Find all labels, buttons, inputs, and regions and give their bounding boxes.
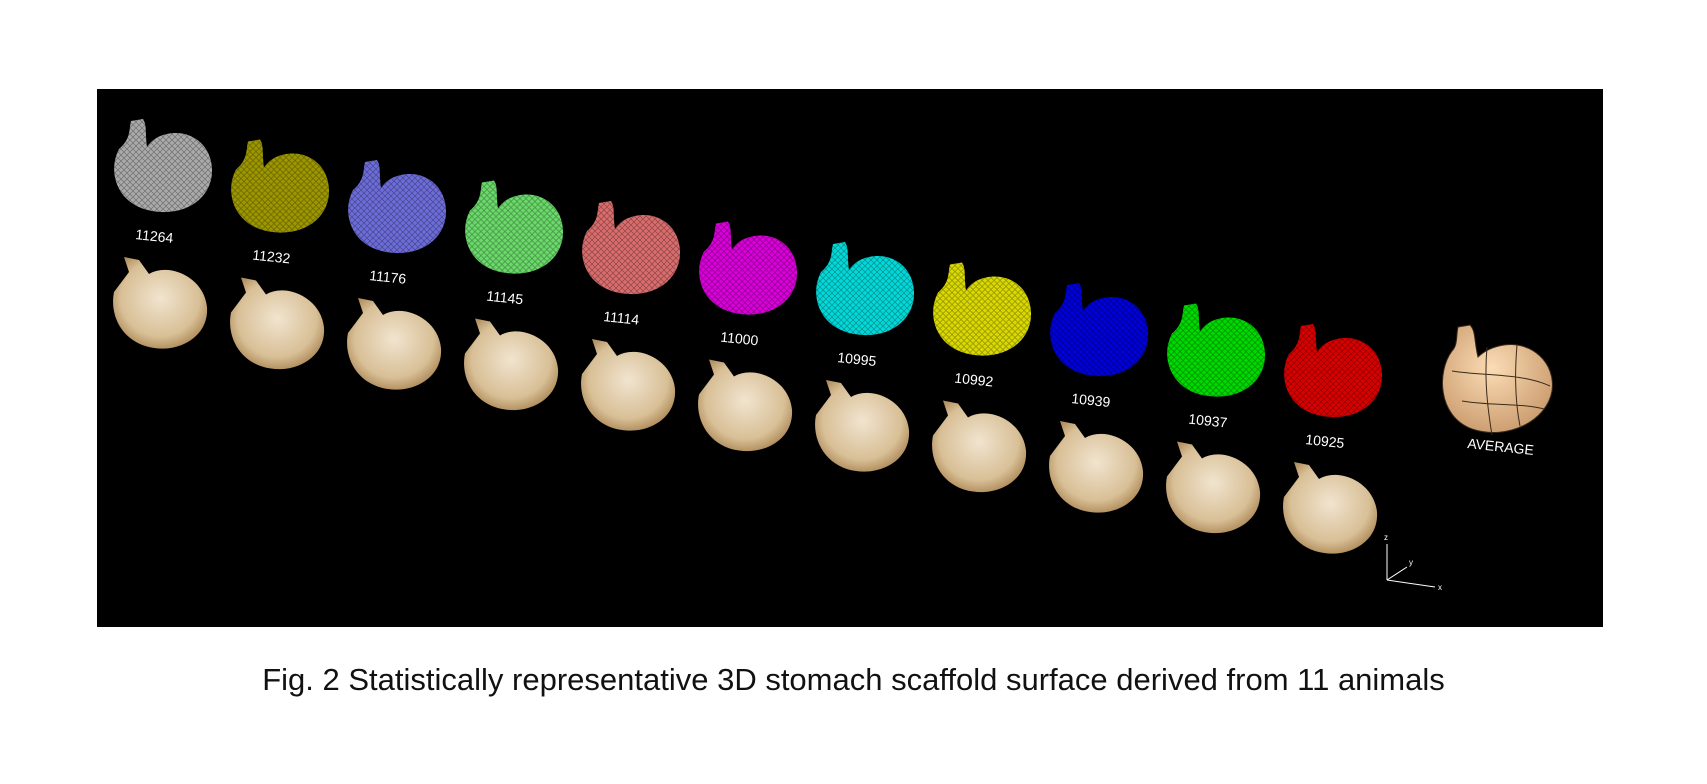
average-stomach: AVERAGE: [1442, 324, 1553, 458]
sample-column: 11114: [581, 201, 681, 431]
axis-y-label: y: [1409, 558, 1413, 567]
sample-label: 10925: [1305, 431, 1346, 451]
mesh-stomach: [1050, 283, 1149, 377]
tissue-scan: [1283, 462, 1378, 554]
sample-label: 11264: [135, 226, 175, 246]
mesh-stomach: [114, 119, 213, 213]
mesh-stomach: [1167, 303, 1266, 397]
mesh-stomach: [816, 242, 915, 336]
sample-label: 11000: [720, 329, 760, 349]
sample-column: 11232: [230, 139, 330, 370]
sample-column: 10939: [1049, 283, 1149, 513]
tissue-scan: [464, 318, 559, 411]
average-stomach-shape: [1442, 324, 1553, 434]
sample-column: 11145: [464, 180, 564, 411]
sample-label: 10939: [1071, 390, 1112, 410]
figure-image: 11264 11232 11176 11145 11114 11000 10995 10992…: [113, 119, 1553, 592]
figure-caption: Fig. 2 Statistically representative 3D s…: [262, 662, 1445, 697]
tissue-scan: [1049, 421, 1144, 513]
mesh-stomach: [465, 180, 564, 274]
tissue-scan: [1166, 441, 1261, 534]
sample-label: 10995: [837, 349, 878, 369]
sample-column: 10995: [815, 242, 915, 472]
axis-x-label: x: [1438, 583, 1442, 592]
sample-label: 11176: [369, 267, 408, 287]
mesh-stomach: [231, 139, 330, 233]
sample-label: 10937: [1188, 411, 1229, 431]
tissue-scan: [347, 298, 442, 390]
sample-label: 11114: [603, 308, 641, 328]
tissue-scan: [815, 380, 910, 472]
sample-column: 11264: [113, 119, 213, 349]
sample-label: 10992: [954, 370, 995, 390]
tissue-scan: [581, 339, 676, 431]
sample-label: 11232: [252, 247, 292, 267]
mesh-stomach: [699, 221, 798, 315]
mesh-stomach: [348, 160, 447, 254]
average-label: AVERAGE: [1467, 435, 1535, 458]
tissue-scan: [932, 400, 1027, 493]
sample-column: 11000: [698, 221, 798, 452]
tissue-scan: [230, 277, 325, 370]
mesh-stomach: [582, 201, 681, 295]
sample-column: 10992: [932, 262, 1032, 493]
mesh-stomach: [1284, 324, 1383, 418]
sample-column: 10937: [1166, 303, 1266, 534]
mesh-stomach: [933, 262, 1032, 356]
sample-column: 11176: [347, 160, 447, 390]
figure-panel: 11264 11232 11176 11145 11114 11000 10995 10992…: [97, 89, 1603, 627]
axes-triad: z x y: [1384, 533, 1442, 592]
sample-label: 11145: [486, 288, 525, 308]
sample-column: 10925: [1283, 324, 1383, 554]
tissue-scan: [113, 257, 208, 349]
tissue-scan: [698, 359, 793, 452]
axis-z-label: z: [1384, 533, 1388, 542]
